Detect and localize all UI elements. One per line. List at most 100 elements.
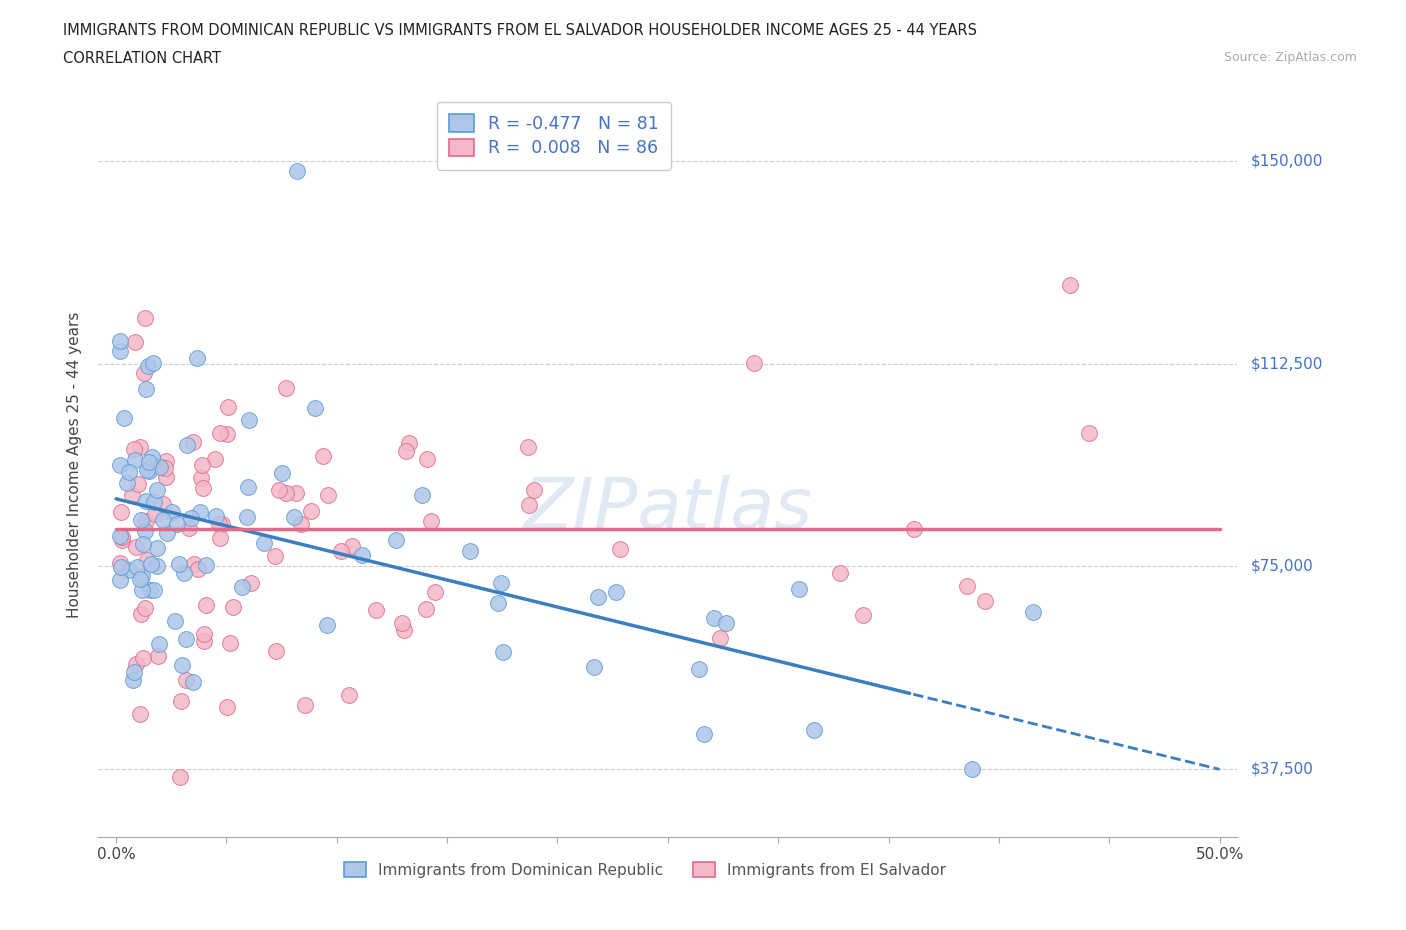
Point bbox=[222, 599, 245, 614]
Text: IMMIGRANTS FROM DOMINICAN REPUBLIC VS IMMIGRANTS FROM EL SALVADOR HOUSEHOLDER IN: IMMIGRANTS FROM DOMINICAN REPUBLIC VS IM… bbox=[63, 23, 977, 38]
Point bbox=[174, 672, 197, 687]
Point bbox=[350, 548, 373, 563]
Point bbox=[274, 380, 297, 395]
Point bbox=[165, 614, 187, 629]
Legend: Immigrants from Dominican Republic, Immigrants from El Salvador: Immigrants from Dominican Republic, Immi… bbox=[336, 854, 953, 885]
Point bbox=[290, 516, 312, 531]
Point bbox=[956, 579, 979, 594]
Point bbox=[194, 558, 217, 573]
Point bbox=[160, 505, 183, 520]
Point bbox=[138, 455, 160, 470]
Point bbox=[110, 573, 132, 588]
Point bbox=[219, 636, 242, 651]
Point bbox=[270, 465, 292, 480]
Point bbox=[315, 618, 337, 632]
Point bbox=[139, 556, 162, 571]
Point bbox=[276, 486, 298, 501]
Point bbox=[110, 504, 132, 519]
Point bbox=[789, 581, 811, 596]
Point bbox=[170, 658, 193, 672]
Point bbox=[134, 310, 156, 325]
Point bbox=[174, 631, 197, 646]
Point bbox=[146, 483, 169, 498]
Point bbox=[486, 596, 509, 611]
Point bbox=[366, 603, 388, 618]
Point bbox=[703, 611, 725, 626]
Point bbox=[342, 538, 364, 553]
Point bbox=[312, 448, 335, 463]
Point bbox=[135, 513, 157, 528]
Point bbox=[238, 479, 260, 494]
Point bbox=[398, 435, 420, 450]
Point bbox=[121, 488, 143, 503]
Point bbox=[176, 437, 198, 452]
Point bbox=[974, 594, 997, 609]
Point bbox=[111, 529, 134, 544]
Point bbox=[231, 580, 253, 595]
Point bbox=[516, 440, 538, 455]
Point bbox=[124, 452, 146, 467]
Point bbox=[423, 585, 446, 600]
Point bbox=[903, 522, 925, 537]
Point bbox=[828, 565, 851, 580]
Point bbox=[152, 512, 174, 527]
Point bbox=[330, 543, 353, 558]
Point bbox=[129, 571, 152, 586]
Point bbox=[128, 706, 150, 721]
Point bbox=[122, 672, 145, 687]
Point bbox=[605, 585, 627, 600]
Point bbox=[517, 498, 540, 512]
Point bbox=[131, 583, 153, 598]
Point bbox=[169, 693, 191, 708]
Point bbox=[392, 622, 415, 637]
Point bbox=[458, 544, 481, 559]
Point bbox=[415, 602, 437, 617]
Point bbox=[217, 699, 239, 714]
Point bbox=[304, 401, 326, 416]
Point bbox=[110, 528, 132, 543]
Point bbox=[803, 723, 825, 737]
Y-axis label: Householder Income Ages 25 - 44 years: Householder Income Ages 25 - 44 years bbox=[67, 312, 83, 618]
Point bbox=[142, 356, 165, 371]
Point bbox=[492, 644, 515, 659]
Text: $75,000: $75,000 bbox=[1251, 559, 1315, 574]
Point bbox=[215, 427, 238, 442]
Point bbox=[583, 660, 606, 675]
Point bbox=[1059, 278, 1081, 293]
Point bbox=[193, 481, 215, 496]
Point bbox=[166, 517, 188, 532]
Point bbox=[112, 410, 135, 425]
Point bbox=[132, 651, 155, 666]
Point bbox=[111, 533, 134, 548]
Point bbox=[208, 531, 231, 546]
Point bbox=[135, 463, 157, 478]
Point bbox=[204, 451, 226, 466]
Point bbox=[155, 470, 177, 485]
Point bbox=[391, 616, 413, 631]
Point bbox=[146, 558, 169, 573]
Point bbox=[285, 164, 308, 179]
Point bbox=[134, 524, 156, 538]
Point bbox=[709, 631, 731, 645]
Text: $150,000: $150,000 bbox=[1251, 153, 1323, 168]
Point bbox=[110, 343, 132, 358]
Point bbox=[693, 726, 716, 741]
Point bbox=[135, 381, 157, 396]
Point bbox=[183, 556, 205, 571]
Point bbox=[190, 471, 212, 485]
Point bbox=[155, 454, 177, 469]
Point bbox=[742, 356, 765, 371]
Point bbox=[238, 413, 260, 428]
Point bbox=[125, 657, 148, 671]
Point bbox=[141, 449, 163, 464]
Point bbox=[264, 644, 287, 658]
Point bbox=[411, 487, 433, 502]
Point bbox=[169, 770, 191, 785]
Point bbox=[420, 513, 443, 528]
Text: Source: ZipAtlas.com: Source: ZipAtlas.com bbox=[1223, 51, 1357, 64]
Point bbox=[138, 464, 160, 479]
Point bbox=[263, 549, 285, 564]
Point bbox=[1077, 425, 1099, 440]
Point bbox=[285, 485, 308, 500]
Point bbox=[193, 634, 215, 649]
